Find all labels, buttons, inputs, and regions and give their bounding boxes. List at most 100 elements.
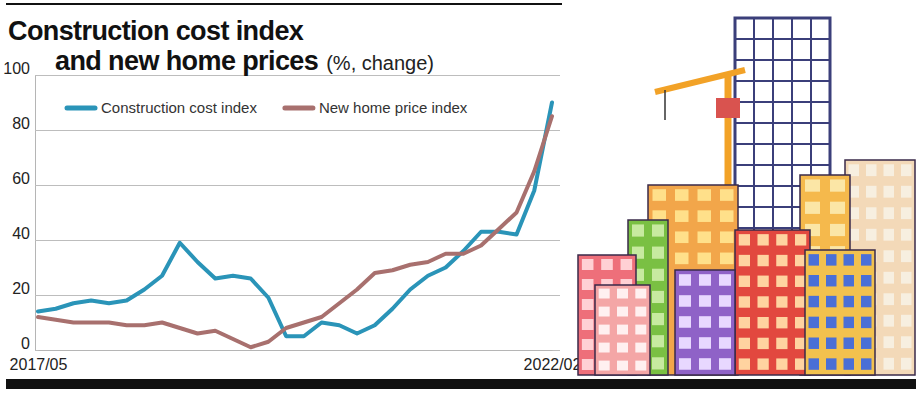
building bbox=[595, 285, 650, 375]
window bbox=[866, 229, 877, 241]
window bbox=[884, 250, 895, 262]
window bbox=[758, 276, 769, 287]
window bbox=[679, 358, 691, 370]
window bbox=[720, 231, 734, 243]
window bbox=[830, 202, 845, 214]
grid-line bbox=[35, 240, 560, 241]
window bbox=[719, 316, 731, 328]
x-tick-label: 2022/02 bbox=[524, 356, 582, 373]
window bbox=[617, 325, 628, 335]
window bbox=[758, 296, 769, 307]
window bbox=[635, 361, 646, 371]
subtitle: (%, change) bbox=[326, 52, 434, 74]
window bbox=[809, 254, 820, 265]
window bbox=[795, 234, 806, 245]
window bbox=[739, 358, 750, 369]
window bbox=[830, 224, 845, 236]
window bbox=[601, 259, 613, 270]
series-line bbox=[38, 103, 552, 337]
building-body bbox=[648, 185, 738, 375]
window bbox=[884, 186, 895, 198]
window bbox=[758, 234, 769, 245]
x-tick-label: 2017/05 bbox=[10, 356, 68, 373]
window bbox=[675, 231, 689, 243]
tower-beam bbox=[735, 80, 830, 82]
window bbox=[805, 202, 820, 214]
window bbox=[599, 361, 610, 371]
window bbox=[675, 210, 689, 222]
window bbox=[582, 339, 594, 350]
building bbox=[735, 230, 810, 375]
crane-mast bbox=[725, 72, 732, 200]
legend-item: Construction cost index bbox=[67, 99, 257, 116]
window bbox=[675, 253, 689, 265]
window bbox=[826, 254, 837, 265]
window bbox=[809, 317, 820, 328]
building-body bbox=[735, 230, 810, 375]
window bbox=[861, 358, 872, 369]
window bbox=[720, 189, 734, 201]
window bbox=[809, 275, 820, 286]
window bbox=[866, 207, 877, 219]
window bbox=[901, 250, 912, 262]
window bbox=[699, 295, 711, 307]
window bbox=[758, 358, 769, 369]
top-rule bbox=[6, 3, 562, 5]
building-body bbox=[675, 270, 735, 375]
x-tick: 2017/05 bbox=[10, 350, 68, 373]
window bbox=[698, 231, 712, 243]
y-tick-label: 40 bbox=[12, 225, 30, 242]
window bbox=[826, 296, 837, 307]
window bbox=[679, 274, 691, 286]
background bbox=[0, 0, 924, 399]
window bbox=[652, 247, 664, 259]
window bbox=[884, 229, 895, 241]
window bbox=[719, 295, 731, 307]
window bbox=[830, 179, 845, 191]
y-axis-line bbox=[36, 76, 561, 351]
window bbox=[776, 276, 787, 287]
building bbox=[648, 185, 738, 375]
crane-cable bbox=[664, 90, 666, 120]
window bbox=[861, 338, 872, 349]
window bbox=[826, 317, 837, 328]
legend-swatch bbox=[285, 106, 313, 111]
window bbox=[635, 307, 646, 317]
window bbox=[632, 224, 644, 236]
window bbox=[675, 189, 689, 201]
window bbox=[635, 343, 646, 353]
window bbox=[776, 296, 787, 307]
window bbox=[844, 358, 855, 369]
y-tick-label: 100 bbox=[3, 60, 30, 77]
window bbox=[884, 164, 895, 176]
window bbox=[582, 299, 594, 310]
window bbox=[758, 255, 769, 266]
window bbox=[758, 317, 769, 328]
window bbox=[635, 289, 646, 299]
chart-svg: 0204060801002017/052022/02Construction c… bbox=[0, 0, 924, 399]
window bbox=[698, 295, 712, 307]
window bbox=[861, 254, 872, 265]
window bbox=[884, 207, 895, 219]
window bbox=[844, 254, 855, 265]
window bbox=[901, 186, 912, 198]
window bbox=[621, 259, 633, 270]
window bbox=[901, 293, 912, 305]
window bbox=[599, 325, 610, 335]
bottom-rule bbox=[6, 379, 916, 389]
y-tick-label: 20 bbox=[12, 280, 30, 297]
grid-line bbox=[35, 350, 560, 351]
window bbox=[805, 179, 820, 191]
window bbox=[698, 253, 712, 265]
window bbox=[758, 338, 769, 349]
window bbox=[901, 272, 912, 284]
window bbox=[739, 234, 750, 245]
window bbox=[861, 296, 872, 307]
window bbox=[698, 274, 712, 286]
window bbox=[652, 291, 664, 303]
window bbox=[776, 358, 787, 369]
window bbox=[679, 337, 691, 349]
tower-beam bbox=[735, 122, 830, 124]
illustration bbox=[578, 18, 915, 375]
window bbox=[617, 361, 628, 371]
